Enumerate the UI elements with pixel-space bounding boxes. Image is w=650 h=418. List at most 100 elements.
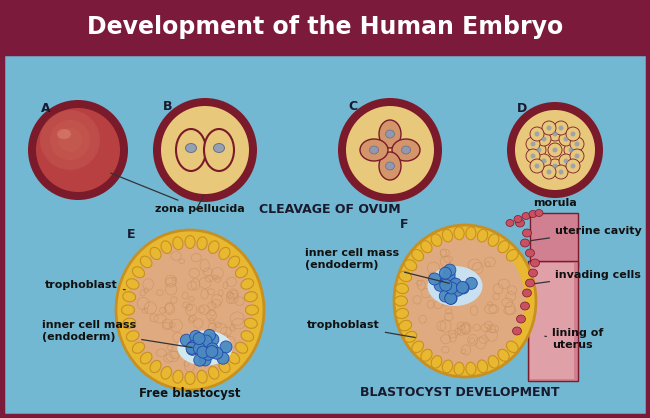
Text: trophoblast: trophoblast [307, 320, 415, 337]
Ellipse shape [150, 247, 161, 260]
Circle shape [36, 108, 120, 192]
Ellipse shape [161, 367, 172, 379]
Ellipse shape [185, 372, 195, 385]
Circle shape [207, 343, 218, 355]
Ellipse shape [537, 132, 551, 146]
Ellipse shape [541, 137, 547, 142]
Ellipse shape [570, 149, 584, 163]
Ellipse shape [228, 256, 240, 268]
Ellipse shape [405, 236, 525, 366]
Ellipse shape [506, 250, 518, 261]
Ellipse shape [523, 289, 532, 297]
Ellipse shape [523, 229, 532, 237]
Ellipse shape [558, 170, 564, 174]
Ellipse shape [506, 341, 518, 352]
Ellipse shape [123, 292, 136, 302]
Ellipse shape [564, 158, 569, 163]
Circle shape [450, 278, 461, 290]
Circle shape [441, 274, 453, 285]
Ellipse shape [530, 159, 544, 173]
Circle shape [428, 273, 441, 285]
Circle shape [194, 354, 206, 366]
Ellipse shape [534, 132, 540, 137]
Ellipse shape [219, 247, 230, 260]
Ellipse shape [127, 241, 253, 379]
Text: inner cell mass
(endoderm): inner cell mass (endoderm) [42, 321, 192, 347]
Circle shape [448, 280, 460, 291]
Ellipse shape [421, 241, 432, 253]
Circle shape [203, 329, 215, 342]
Ellipse shape [241, 331, 254, 341]
Ellipse shape [219, 360, 230, 372]
Ellipse shape [536, 148, 541, 153]
Ellipse shape [552, 148, 558, 153]
Circle shape [206, 346, 218, 358]
Ellipse shape [176, 129, 206, 171]
Text: E: E [127, 228, 135, 241]
Text: invading cells: invading cells [535, 270, 641, 284]
Ellipse shape [529, 211, 537, 217]
Ellipse shape [57, 129, 71, 139]
Ellipse shape [394, 225, 536, 377]
Text: Development of the Human Embryo: Development of the Human Embryo [87, 15, 563, 39]
Ellipse shape [542, 165, 556, 179]
Ellipse shape [526, 149, 540, 163]
Circle shape [217, 352, 229, 364]
Bar [0, 0, 650, 54]
Ellipse shape [547, 125, 551, 130]
Ellipse shape [228, 352, 240, 364]
Ellipse shape [204, 129, 234, 171]
Ellipse shape [197, 370, 207, 383]
Ellipse shape [396, 308, 409, 319]
Circle shape [180, 334, 192, 346]
Ellipse shape [542, 121, 556, 135]
Bar [3, 54, 647, 415]
Ellipse shape [515, 219, 525, 227]
Ellipse shape [552, 132, 558, 137]
Ellipse shape [431, 356, 442, 368]
Ellipse shape [530, 142, 536, 146]
Ellipse shape [535, 209, 543, 217]
Ellipse shape [522, 212, 530, 219]
Ellipse shape [244, 292, 257, 302]
Ellipse shape [530, 153, 536, 158]
Text: F: F [400, 218, 408, 231]
Ellipse shape [466, 362, 476, 375]
Ellipse shape [140, 256, 152, 268]
Text: Free blastocyst: Free blastocyst [139, 387, 240, 400]
Ellipse shape [402, 146, 411, 154]
Ellipse shape [379, 120, 401, 148]
Circle shape [196, 336, 208, 348]
Ellipse shape [564, 137, 569, 142]
Circle shape [197, 346, 209, 358]
Ellipse shape [554, 121, 568, 135]
Ellipse shape [569, 148, 573, 153]
Circle shape [202, 348, 215, 360]
Ellipse shape [514, 216, 522, 222]
Ellipse shape [396, 283, 409, 293]
Ellipse shape [412, 341, 424, 352]
Ellipse shape [526, 137, 540, 151]
Ellipse shape [554, 165, 568, 179]
Circle shape [153, 98, 257, 202]
Ellipse shape [173, 370, 183, 383]
Ellipse shape [525, 279, 534, 287]
Ellipse shape [548, 127, 562, 141]
Text: uterine cavity: uterine cavity [531, 226, 642, 241]
Ellipse shape [412, 250, 424, 261]
Ellipse shape [369, 146, 378, 154]
Ellipse shape [575, 153, 580, 158]
Ellipse shape [477, 360, 488, 373]
Ellipse shape [150, 360, 161, 372]
Ellipse shape [566, 127, 580, 141]
Circle shape [50, 120, 90, 160]
Ellipse shape [360, 139, 388, 161]
Ellipse shape [126, 331, 139, 341]
Ellipse shape [122, 305, 135, 315]
Circle shape [444, 264, 456, 276]
Circle shape [456, 281, 469, 293]
Ellipse shape [185, 235, 195, 248]
Ellipse shape [235, 267, 248, 278]
Ellipse shape [521, 239, 530, 247]
Text: B: B [163, 100, 172, 113]
